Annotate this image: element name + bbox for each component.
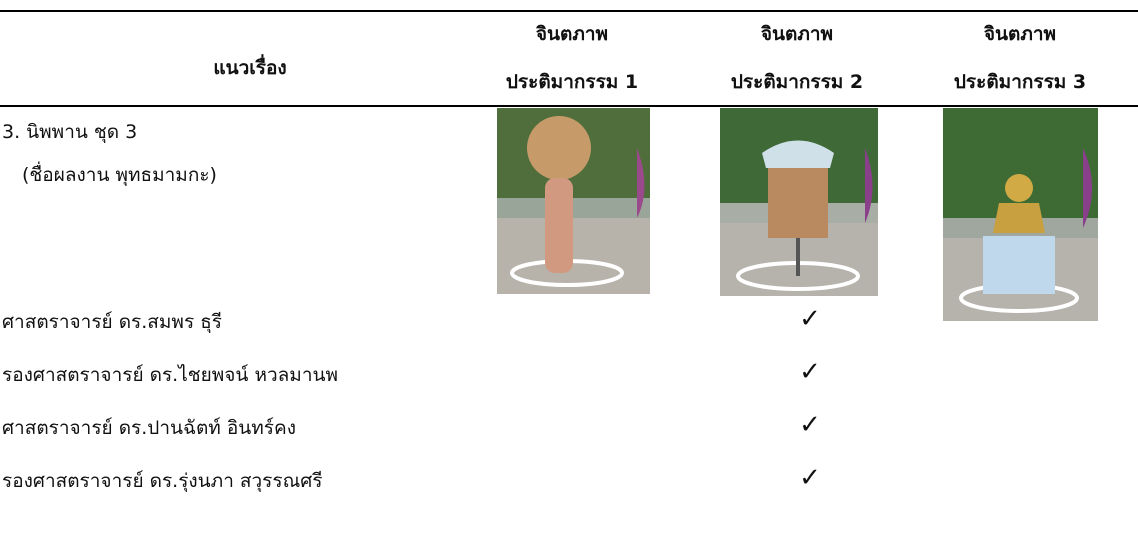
expert-name: รองศาสตราจารย์ ดร.ไชยพจน์ หวลมานพ xyxy=(2,364,339,386)
work-title: 3. นิพพาน ชุด 3 xyxy=(2,121,138,143)
sculpture-image-1 xyxy=(497,108,650,294)
header-col: ประติมากรรม 3 xyxy=(953,71,1087,93)
header-rule xyxy=(0,105,1138,107)
header-col: ประติมากรรม 2 xyxy=(730,71,864,93)
check-mark: ✓ xyxy=(799,357,821,387)
header-topic: แนวเรื่อง xyxy=(213,57,287,79)
header-col: จินตภาพ xyxy=(760,23,834,45)
work-subtitle: (ชื่อผลงาน พุทธมามกะ) xyxy=(22,164,217,186)
check-mark: ✓ xyxy=(799,463,821,493)
sculpture-image-3 xyxy=(943,108,1098,321)
expert-name: รองศาสตราจารย์ ดร.รุ่งนภา สวุรรณศรี xyxy=(2,470,323,492)
header-col: ประติมากรรม 1 xyxy=(505,71,639,93)
sculpture-image-2 xyxy=(720,108,878,296)
top-rule xyxy=(0,10,1138,12)
check-mark: ✓ xyxy=(799,410,821,440)
expert-name: ศาสตราจารย์ ดร.ปานฉัตท์ อินทร์คง xyxy=(2,417,296,439)
header-col: จินตภาพ xyxy=(983,23,1057,45)
header-col: จินตภาพ xyxy=(535,23,609,45)
check-mark: ✓ xyxy=(799,304,821,334)
expert-name: ศาสตราจารย์ ดร.สมพร ธุรี xyxy=(2,311,222,333)
